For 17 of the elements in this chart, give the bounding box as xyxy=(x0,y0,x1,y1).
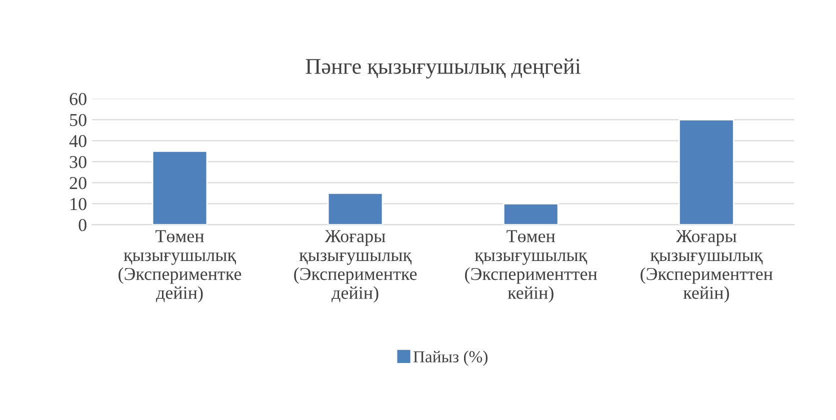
y-tick-label: 10 xyxy=(70,198,86,210)
y-tick-label: 20 xyxy=(70,176,86,190)
bar xyxy=(327,192,384,225)
y-tick-label: 0 xyxy=(78,218,86,232)
legend-label: Пайыз (%) xyxy=(413,350,488,366)
x-tick-label: Төмен қызығушылық (Эксперименттен кейін) xyxy=(465,230,598,303)
y-tick-label: 60 xyxy=(70,92,86,106)
y-tick-label: 50 xyxy=(70,114,86,126)
bar xyxy=(152,150,208,225)
x-tick-label: Төмен қызығушылық (Экспериментке дейін) xyxy=(118,230,242,303)
bar xyxy=(678,119,734,225)
y-tick-label: 40 xyxy=(69,134,86,148)
x-tick-label: Жоғары қызығушылық (Эксперименттен кейін) xyxy=(640,230,773,303)
x-tick-label: Жоғары қызығушылық (Экспериментке дейін) xyxy=(294,230,417,303)
chart-title: Пәнге қызығушылық деңгейі xyxy=(306,58,581,78)
bar xyxy=(502,203,559,225)
y-tick-label: 30 xyxy=(70,156,86,168)
